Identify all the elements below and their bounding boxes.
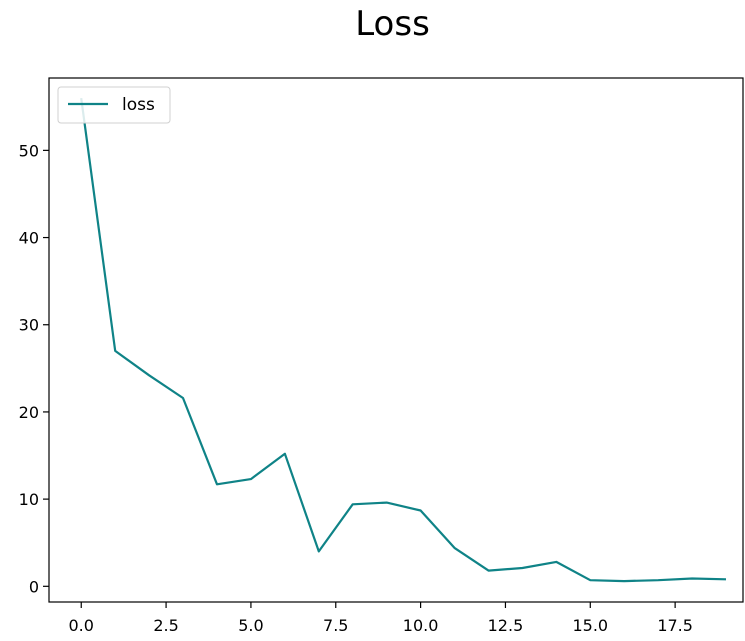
chart-title: Loss	[355, 4, 430, 44]
x-tick-label: 17.5	[657, 616, 693, 635]
x-tick-label: 2.5	[153, 616, 178, 635]
x-tick-label: 5.0	[238, 616, 263, 635]
legend-label: loss	[122, 95, 155, 115]
x-tick-label: 12.5	[488, 616, 524, 635]
legend: loss	[57, 86, 171, 124]
y-tick-label: 10	[19, 490, 39, 509]
x-tick-label: 10.0	[403, 616, 439, 635]
y-tick-label: 0	[29, 577, 39, 596]
y-tick-label: 20	[19, 403, 39, 422]
series-line-loss	[80, 97, 727, 583]
legend-box	[57, 86, 171, 124]
axes: 0.0 2.5 5.0 7.5 10.0 12.5 15.0 17.5 0 10 20 30 40 50	[19, 77, 744, 635]
y-tick-label: 50	[19, 141, 39, 160]
series-group	[80, 97, 727, 583]
x-tick-label: 0.0	[69, 616, 94, 635]
plot-frame	[48, 77, 744, 603]
x-tick-label: 7.5	[323, 616, 348, 635]
y-tick-label: 40	[19, 229, 39, 248]
x-tick-label: 15.0	[572, 616, 608, 635]
y-tick-label: 30	[19, 316, 39, 335]
